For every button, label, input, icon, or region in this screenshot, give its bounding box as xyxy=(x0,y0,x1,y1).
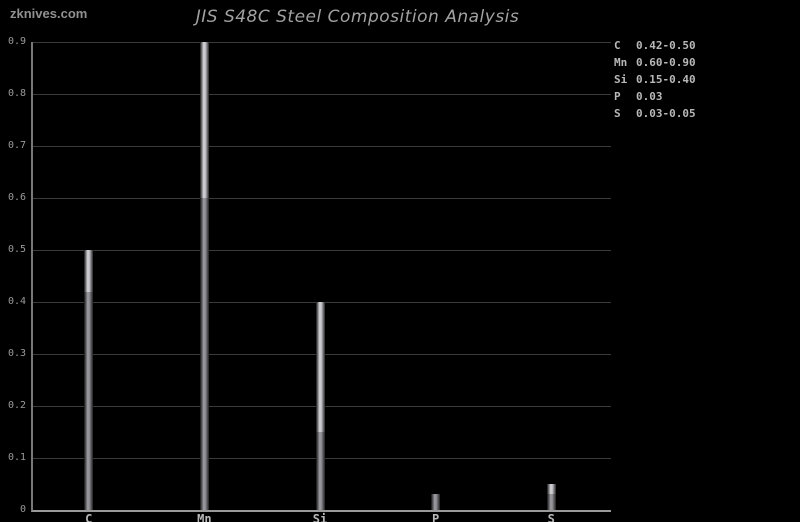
legend-item-c: C 0.42-0.50 xyxy=(614,37,696,54)
legend-value: 0.42-0.50 xyxy=(636,39,696,52)
legend-value: 0.03 xyxy=(636,90,663,103)
y-tick-label: 0.7 xyxy=(7,140,26,151)
legend-item-s: S 0.03-0.05 xyxy=(614,105,696,122)
gridline xyxy=(33,146,611,147)
legend-symbol: S xyxy=(614,107,621,120)
legend-symbol: P xyxy=(614,90,621,103)
chart-title: JIS S48C Steel Composition Analysis xyxy=(195,7,520,27)
legend-symbol: Mn xyxy=(614,56,628,69)
legend-symbol: Si xyxy=(614,73,628,86)
y-tick-label: 0.9 xyxy=(7,36,26,47)
bar-range-segment xyxy=(315,302,325,432)
y-tick-label: 0.2 xyxy=(7,400,26,411)
x-category-label: Mn xyxy=(197,512,212,522)
bar-c xyxy=(84,250,94,510)
legend-item-p: P 0.03 xyxy=(614,88,696,105)
bar-mn xyxy=(199,42,209,510)
y-tick-label: 0.1 xyxy=(7,452,26,463)
y-tick-label: 0.3 xyxy=(7,348,26,359)
legend-item-mn: Mn 0.60-0.90 xyxy=(614,54,696,71)
bar-si xyxy=(315,302,325,510)
y-tick-label: 0.6 xyxy=(7,192,26,203)
x-category-label: C xyxy=(85,512,93,522)
bar-range-segment xyxy=(84,250,94,292)
legend-value: 0.60-0.90 xyxy=(636,56,696,69)
y-tick-label: 0.5 xyxy=(7,244,26,255)
gridline xyxy=(33,94,611,95)
y-tick-label: 0.8 xyxy=(7,88,26,99)
bar-range-segment xyxy=(546,484,556,495)
watermark: zknives.com xyxy=(10,6,88,21)
gridline xyxy=(33,42,611,43)
bar-base-segment xyxy=(315,432,325,510)
bar-base-segment xyxy=(431,494,441,510)
x-category-label: S xyxy=(547,512,555,522)
legend-symbol: C xyxy=(614,39,621,52)
bar-base-segment xyxy=(546,494,556,510)
bar-p xyxy=(431,494,441,510)
bar-base-segment xyxy=(84,291,94,510)
legend-item-si: Si 0.15-0.40 xyxy=(614,71,696,88)
x-category-label: P xyxy=(431,512,440,522)
y-tick-label: 0.4 xyxy=(7,296,26,307)
bar-base-segment xyxy=(199,198,209,510)
legend: C 0.42-0.50 Mn 0.60-0.90 Si 0.15-0.40 P 0.03 S 0.… xyxy=(614,37,696,122)
x-category-label: Si xyxy=(312,512,328,522)
bar-range-segment xyxy=(199,42,209,198)
gridline xyxy=(33,250,611,251)
bar-s xyxy=(546,484,556,510)
y-tick-label: 0 xyxy=(19,504,26,515)
legend-value: 0.15-0.40 xyxy=(636,73,696,86)
plot-area xyxy=(31,42,611,512)
gridline xyxy=(33,198,611,199)
legend-value: 0.03-0.05 xyxy=(636,107,696,120)
